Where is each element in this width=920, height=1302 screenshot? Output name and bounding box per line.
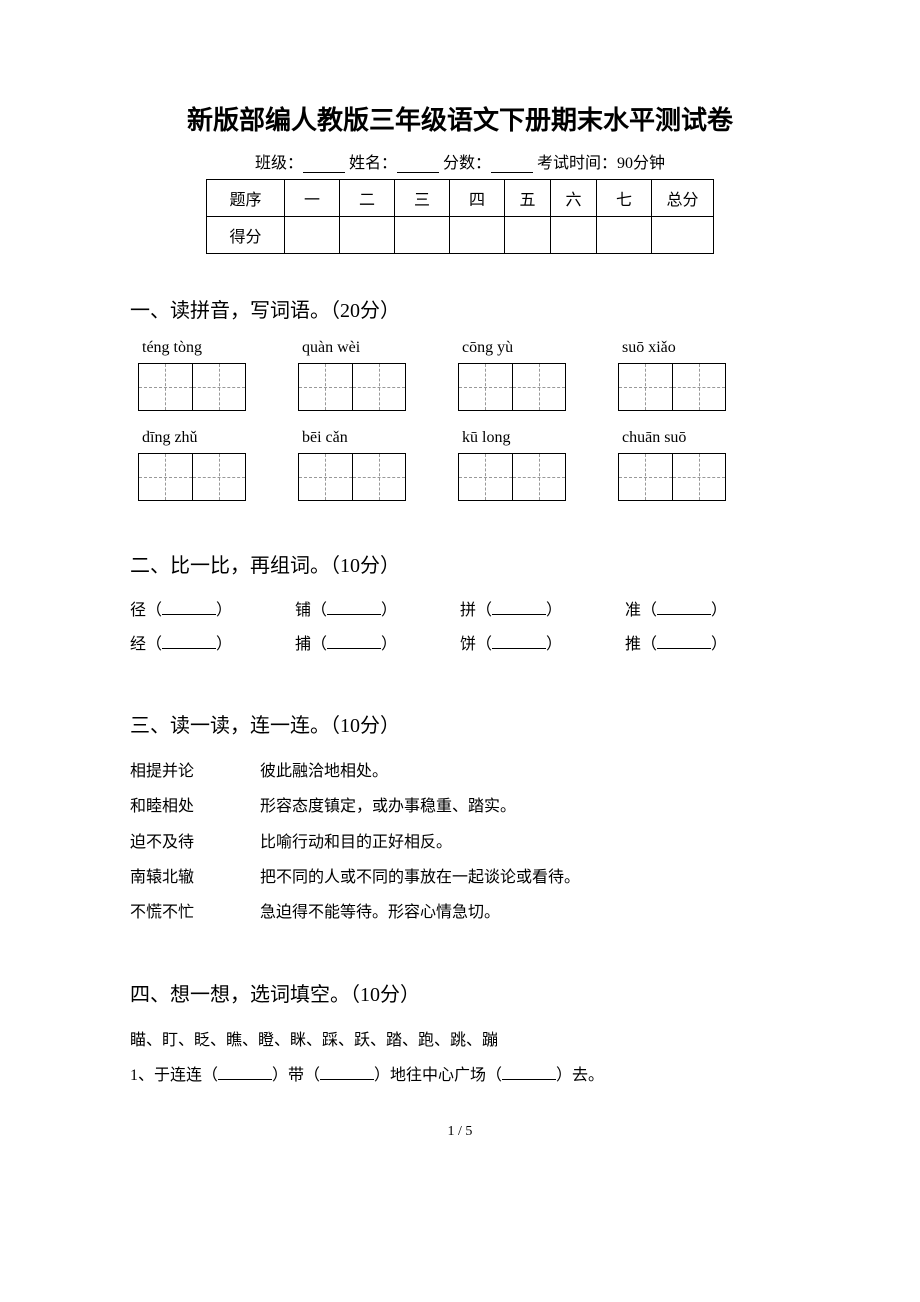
meta-line: 班级： 姓名： 分数： 考试时间：90分钟 (130, 149, 790, 173)
score-col-2: 二 (340, 180, 395, 217)
score-cell[interactable] (652, 217, 714, 254)
score-blank[interactable] (491, 157, 533, 173)
char-input[interactable] (618, 453, 726, 501)
q4-text: ）去。 (556, 1067, 604, 1084)
char-input[interactable] (618, 363, 726, 411)
q3-term: 和睦相处 (130, 789, 260, 824)
q2-blank[interactable] (327, 601, 381, 615)
score-cell[interactable] (395, 217, 450, 254)
q2-char: 经 (130, 636, 146, 653)
score-col-1: 一 (285, 180, 340, 217)
q2-char: 推 (625, 636, 641, 653)
q2-char: 拼 (460, 602, 476, 619)
q3-term: 不慌不忙 (130, 895, 260, 930)
q3-def: 比喻行动和目的正好相反。 (260, 825, 790, 860)
q2-blank[interactable] (657, 635, 711, 649)
q4-blank[interactable] (320, 1066, 374, 1080)
pinyin-label: téng tòng (138, 339, 260, 357)
pinyin-label: suō xiǎo (618, 339, 740, 357)
score-cell[interactable] (340, 217, 395, 254)
q3-term: 相提并论 (130, 754, 260, 789)
section3-heading: 三、读一读，连一连。（10分） (130, 709, 790, 738)
q2-char: 饼 (460, 636, 476, 653)
score-col-6: 六 (551, 180, 597, 217)
char-input[interactable] (458, 453, 566, 501)
q3-term: 迫不及待 (130, 825, 260, 860)
q2-blank[interactable] (492, 601, 546, 615)
q4-wordbank: 瞄、盯、眨、瞧、瞪、眯、踩、跃、踏、跑、跳、蹦 (130, 1023, 790, 1058)
section4-heading: 四、想一想，选词填空。（10分） (130, 978, 790, 1007)
pinyin-label: dīng zhǔ (138, 429, 260, 447)
score-col-total: 总分 (652, 180, 714, 217)
q4-text: ）地往中心广场（ (374, 1067, 502, 1084)
char-input[interactable] (298, 453, 406, 501)
score-table: 题序 一 二 三 四 五 六 七 总分 得分 (206, 179, 714, 254)
q4-blank[interactable] (502, 1066, 556, 1080)
name-blank[interactable] (397, 157, 439, 173)
page-title: 新版部编人教版三年级语文下册期末水平测试卷 (130, 100, 790, 137)
score-cell[interactable] (551, 217, 597, 254)
score-cell[interactable] (450, 217, 505, 254)
q3-def: 彼此融洽地相处。 (260, 754, 790, 789)
score-cell[interactable] (505, 217, 551, 254)
score-col-3: 三 (395, 180, 450, 217)
q3-term: 南辕北辙 (130, 860, 260, 895)
section1-heading: 一、读拼音，写词语。（20分） (130, 294, 790, 323)
pinyin-label: kū long (458, 429, 580, 447)
score-row2-label: 得分 (207, 217, 285, 254)
q3-def: 把不同的人或不同的事放在一起谈论或看待。 (260, 860, 790, 895)
char-input[interactable] (298, 363, 406, 411)
pinyin-label: quàn wèi (298, 339, 420, 357)
q2-char: 准 (625, 602, 641, 619)
pinyin-label: chuān suō (618, 429, 740, 447)
score-row1-label: 题序 (207, 180, 285, 217)
class-blank[interactable] (303, 157, 345, 173)
score-col-5: 五 (505, 180, 551, 217)
name-label: 姓名： (349, 155, 397, 172)
q2-blank[interactable] (162, 601, 216, 615)
q4-text: 1、于连连（ (130, 1067, 218, 1084)
q3-def: 形容态度镇定，或办事稳重、踏实。 (260, 789, 790, 824)
q4-text: ）带（ (272, 1067, 320, 1084)
page-number: 1 / 5 (130, 1124, 790, 1140)
score-col-4: 四 (450, 180, 505, 217)
q3-def: 急迫得不能等待。形容心情急切。 (260, 895, 790, 930)
char-input[interactable] (138, 363, 246, 411)
score-cell[interactable] (285, 217, 340, 254)
char-input[interactable] (458, 363, 566, 411)
time-label: 考试时间：90分钟 (537, 155, 665, 172)
q4-line1: 1、于连连（ ）带（ ）地往中心广场（ ）去。 (130, 1058, 790, 1093)
section2-heading: 二、比一比，再组词。（10分） (130, 549, 790, 578)
score-label: 分数： (443, 155, 491, 172)
q2-blank[interactable] (492, 635, 546, 649)
q4-blank[interactable] (218, 1066, 272, 1080)
class-label: 班级： (255, 155, 303, 172)
score-col-7: 七 (597, 180, 652, 217)
pinyin-label: cōng yù (458, 339, 580, 357)
q2-char: 捕 (295, 636, 311, 653)
q2-blank[interactable] (327, 635, 381, 649)
q2-char: 铺 (295, 602, 311, 619)
pinyin-label: bēi cǎn (298, 429, 420, 447)
q2-blank[interactable] (162, 635, 216, 649)
q2-char: 径 (130, 602, 146, 619)
score-cell[interactable] (597, 217, 652, 254)
char-input[interactable] (138, 453, 246, 501)
q2-blank[interactable] (657, 601, 711, 615)
